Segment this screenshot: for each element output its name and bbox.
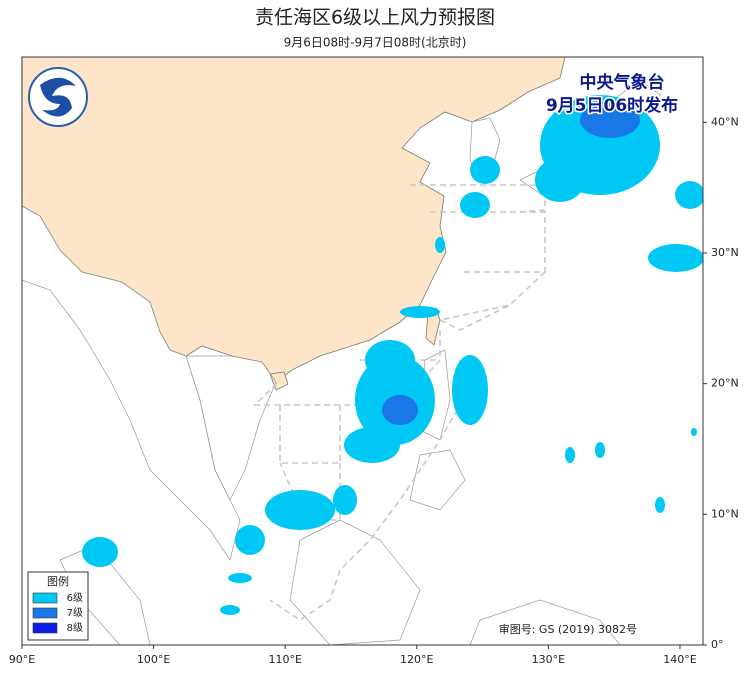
x-tick-label: 130°E: [532, 653, 565, 666]
title: 责任海区6级以上风力预报图: [255, 7, 495, 29]
y-tick-label: 10°N: [711, 507, 739, 520]
y-tick-label: 20°N: [711, 377, 739, 390]
legend-swatch: [32, 622, 58, 634]
x-tick-label: 90°E: [9, 653, 35, 666]
legend-label: 8级: [67, 622, 83, 634]
review-number: 审图号: GS (2019) 3082号: [499, 622, 637, 636]
legend-swatch: [32, 607, 58, 619]
x-tick-label: 120°E: [400, 653, 433, 666]
subtitle: 9月6日08时-9月7日08时(北京时): [284, 36, 467, 50]
logo: [28, 67, 88, 127]
wind-6: [82, 95, 703, 615]
x-tick-label: 100°E: [137, 653, 170, 666]
publisher-issued: 9月5日06时发布: [546, 95, 678, 116]
legend-label: 6级: [67, 592, 83, 604]
legend-title: 图例: [47, 574, 69, 588]
legend-swatch: [32, 592, 58, 604]
publisher-name: 中央气象台: [580, 72, 665, 93]
y-tick-label: 30°N: [711, 246, 739, 259]
y-tick-label: 0°: [711, 638, 724, 651]
legend-label: 7级: [67, 607, 83, 619]
x-tick-label: 140°E: [663, 653, 696, 666]
y-tick-label: 40°N: [711, 115, 739, 128]
legend: 图例 6级 7级 8级: [27, 571, 89, 641]
map-area: 审图号: GS (2019) 3082号: [22, 57, 703, 645]
axes: 90°E 100°E 110°E 120°E 130°E 140°E 0° 10°N 20°N 3…: [9, 115, 739, 666]
x-tick-label: 110°E: [268, 653, 301, 666]
